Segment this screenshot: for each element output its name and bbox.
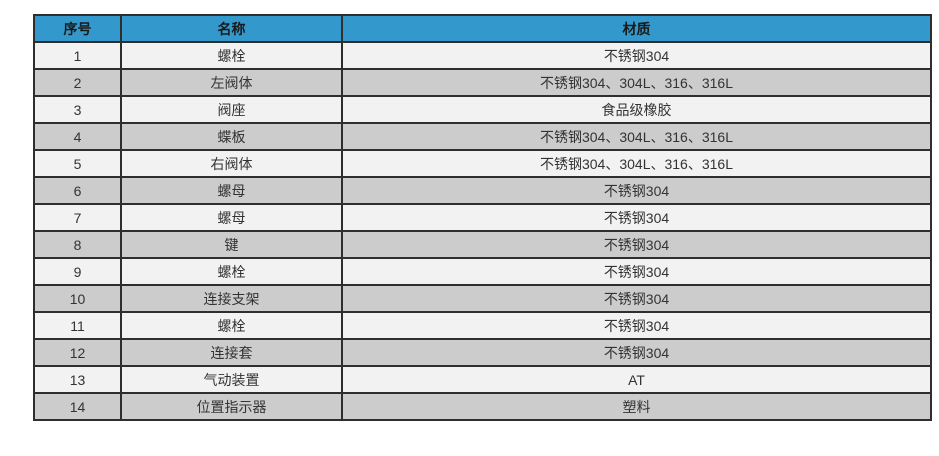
table-row: 14 位置指示器 塑料 — [33, 392, 932, 421]
table-row: 3 阀座 食品级橡胶 — [33, 95, 932, 124]
cell-material: 不锈钢304、304L、316、316L — [341, 68, 932, 97]
cell-material: 塑料 — [341, 392, 932, 421]
table-row: 5 右阀体 不锈钢304、304L、316、316L — [33, 149, 932, 178]
table-row: 10 连接支架 不锈钢304 — [33, 284, 932, 313]
table-row: 4 蝶板 不锈钢304、304L、316、316L — [33, 122, 932, 151]
cell-name: 气动装置 — [120, 365, 343, 394]
table-row: 9 螺栓 不锈钢304 — [33, 257, 932, 286]
cell-material: 不锈钢304 — [341, 284, 932, 313]
cell-index: 1 — [33, 41, 122, 70]
column-header-index: 序号 — [33, 14, 122, 43]
column-header-material: 材质 — [341, 14, 932, 43]
cell-index: 5 — [33, 149, 122, 178]
cell-index: 8 — [33, 230, 122, 259]
cell-index: 3 — [33, 95, 122, 124]
column-header-name: 名称 — [120, 14, 343, 43]
cell-name: 连接套 — [120, 338, 343, 367]
cell-material: 不锈钢304 — [341, 230, 932, 259]
table-header-row: 序号 名称 材质 — [33, 14, 932, 43]
cell-name: 螺栓 — [120, 41, 343, 70]
cell-index: 7 — [33, 203, 122, 232]
cell-material: 不锈钢304 — [341, 203, 932, 232]
table-row: 11 螺栓 不锈钢304 — [33, 311, 932, 340]
cell-name: 螺栓 — [120, 257, 343, 286]
cell-index: 11 — [33, 311, 122, 340]
table-row: 12 连接套 不锈钢304 — [33, 338, 932, 367]
cell-name: 螺母 — [120, 176, 343, 205]
cell-material: 不锈钢304 — [341, 176, 932, 205]
cell-material: 不锈钢304 — [341, 338, 932, 367]
cell-material: 不锈钢304 — [341, 257, 932, 286]
cell-material: AT — [341, 365, 932, 394]
table-row: 8 键不锈钢304 — [33, 230, 932, 259]
table-row: 1 螺栓 不锈钢304 — [33, 41, 932, 70]
table-row: 2 左阀体 不锈钢304、304L、316、316L — [33, 68, 932, 97]
cell-name: 螺母 — [120, 203, 343, 232]
cell-material: 不锈钢304、304L、316、316L — [341, 122, 932, 151]
cell-index: 12 — [33, 338, 122, 367]
table-row: 13 气动装置 AT — [33, 365, 932, 394]
cell-index: 6 — [33, 176, 122, 205]
cell-name: 键 — [120, 230, 343, 259]
cell-name: 右阀体 — [120, 149, 343, 178]
cell-material: 不锈钢304 — [341, 41, 932, 70]
cell-material: 不锈钢304、304L、316、316L — [341, 149, 932, 178]
cell-material: 不锈钢304 — [341, 311, 932, 340]
cell-index: 13 — [33, 365, 122, 394]
cell-index: 4 — [33, 122, 122, 151]
table-row: 6 螺母 不锈钢304 — [33, 176, 932, 205]
cell-name: 位置指示器 — [120, 392, 343, 421]
cell-name: 连接支架 — [120, 284, 343, 313]
cell-index: 10 — [33, 284, 122, 313]
cell-index: 9 — [33, 257, 122, 286]
cell-name: 阀座 — [120, 95, 343, 124]
table-row: 7 螺母 不锈钢304 — [33, 203, 932, 232]
cell-index: 2 — [33, 68, 122, 97]
cell-index: 14 — [33, 392, 122, 421]
cell-name: 左阀体 — [120, 68, 343, 97]
cell-name: 蝶板 — [120, 122, 343, 151]
parts-material-table: 序号 名称 材质 1 螺栓 不锈钢304 2 左阀体 不锈钢304、304L、316、31… — [33, 14, 932, 421]
cell-name: 螺栓 — [120, 311, 343, 340]
cell-material: 食品级橡胶 — [341, 95, 932, 124]
